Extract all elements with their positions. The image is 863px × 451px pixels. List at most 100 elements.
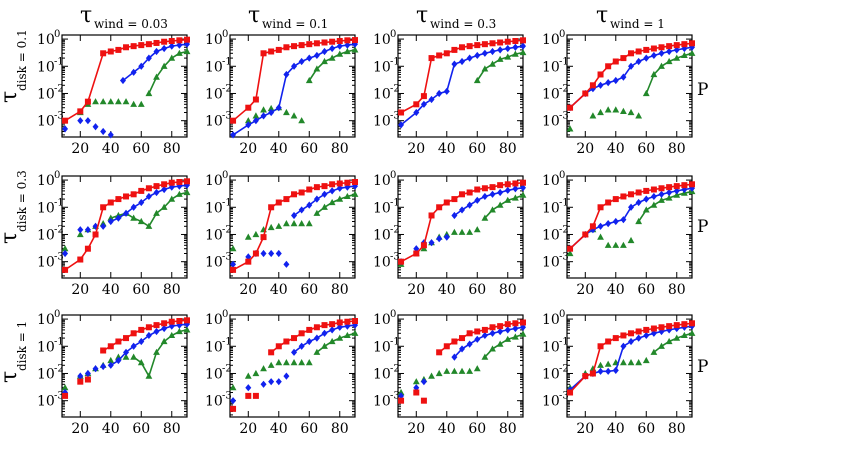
data-point-green [168,195,176,202]
data-point-green [130,214,138,221]
data-point-red [344,318,351,325]
data-point-red [329,181,336,188]
data-point-green [275,359,283,366]
data-point-red [673,183,680,190]
row-title-sub-0: disk = 0.1 [15,29,29,91]
data-point-green [145,89,153,97]
y-tick-label-exp: -3 [54,111,64,122]
x-tick-label: 60 [637,141,655,157]
y-tick-label-base: 10 [205,59,223,75]
data-point-green [305,359,313,366]
data-point-red [161,181,168,188]
data-point-blue [628,203,635,211]
series-line-red [400,181,524,263]
data-point-blue [650,51,657,60]
data-point-blue [436,89,443,98]
data-point-red [168,179,175,186]
data-point-blue [298,342,305,350]
data-point-green [481,353,489,360]
data-point-green [160,337,168,345]
y-tick-label-exp: -1 [222,336,232,347]
data-point-blue [489,47,496,56]
data-point-red [145,185,152,192]
series-line-blue [453,326,524,358]
y-tick-label-exp: -2 [390,363,400,374]
data-point-red [612,335,619,342]
data-point-green [313,348,321,355]
data-point-blue [673,324,680,333]
data-point-blue [605,220,612,228]
data-point-green [107,214,115,221]
y-tick-label-base: 10 [37,366,55,382]
x-tick-label: 20 [239,141,257,157]
data-point-green [107,356,115,364]
data-point-blue [658,49,665,57]
data-point-red [451,46,458,53]
data-point-red [443,50,450,57]
data-point-green [481,214,489,221]
data-point-blue [635,198,642,207]
data-point-blue [481,192,488,201]
data-point-green [229,384,237,391]
data-point-red [612,58,619,65]
series-line-red [64,180,188,271]
data-point-blue [504,44,511,53]
data-point-green [175,190,183,197]
x-tick-label: 40 [102,421,120,437]
x-tick-label: 60 [132,421,150,437]
data-point-green [351,190,359,197]
data-point-green [458,228,466,235]
data-point-blue [84,117,91,125]
data-point-red [628,191,635,198]
data-point-red [605,199,612,206]
data-point-green [473,76,481,84]
y-tick-label-exp: -1 [559,336,569,347]
data-point-green [489,60,496,67]
data-point-green [466,228,474,235]
data-point-green [627,359,635,366]
data-point-blue [420,100,427,108]
data-point-red [628,50,635,57]
column-title-sub-1: wind = 0.1 [262,17,328,31]
y-tick-label-base: 10 [373,59,391,75]
x-tick-label: 40 [438,421,456,437]
y-tick-label-exp: -2 [222,83,232,94]
data-point-green [175,327,183,335]
data-point-red [291,191,298,198]
y-tick-label-exp: 0 [222,309,228,320]
data-point-red [138,187,145,194]
y-tick-label-base: 10 [542,32,560,48]
data-point-green [620,359,627,366]
data-point-red [589,370,596,377]
data-point-green [627,108,635,116]
data-point-blue [77,372,84,380]
x-tick-label: 20 [71,421,89,437]
data-point-red [474,328,481,335]
y-tick-label-base: 10 [37,114,55,130]
data-point-red [520,37,526,44]
row-title-tau-0: τ [0,91,22,103]
y-tick-label-base: 10 [542,200,560,216]
data-point-red [589,223,596,230]
data-point-red [658,185,665,192]
data-point-red [428,212,435,219]
data-point-green [604,360,612,367]
data-point-blue [597,367,604,375]
y-tick-label-exp: -2 [559,83,569,94]
data-point-blue [291,211,298,220]
data-point-blue [612,366,619,374]
data-point-red [681,182,688,189]
data-point-blue [413,384,420,392]
data-point-blue [489,329,496,337]
data-point-red [123,335,130,342]
data-point-green [267,361,275,368]
data-point-blue [436,235,443,243]
data-point-red [268,204,275,211]
data-point-green [635,217,643,225]
data-point-green [260,365,267,372]
data-point-red [123,193,130,200]
data-point-red [443,343,450,350]
x-tick-label: 80 [331,421,349,437]
x-tick-label: 80 [163,282,181,298]
